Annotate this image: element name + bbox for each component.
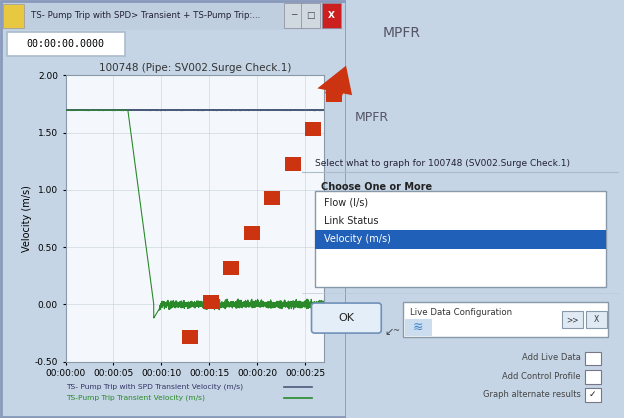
Bar: [562, 311, 583, 328]
Text: ✓: ✓: [589, 390, 597, 399]
Bar: [585, 388, 601, 402]
Text: OK: OK: [338, 313, 354, 323]
Text: Select what to graph for 100748 (SV002.Surge Check.1): Select what to graph for 100748 (SV002.S…: [314, 159, 570, 168]
Text: Flow (l/s): Flow (l/s): [324, 197, 368, 207]
Bar: [585, 370, 601, 384]
Bar: [586, 311, 607, 328]
Text: □: □: [306, 11, 315, 20]
Text: Choose One or More: Choose One or More: [321, 182, 432, 192]
Text: Add Control Profile: Add Control Profile: [502, 372, 581, 381]
Text: X: X: [593, 315, 599, 324]
Bar: [4, 4, 24, 28]
Text: Velocity (m/s): Velocity (m/s): [324, 234, 391, 244]
Bar: [314, 191, 607, 288]
Text: Add Live Data: Add Live Data: [522, 353, 581, 362]
FancyBboxPatch shape: [311, 303, 381, 333]
Text: 00:00:00.0000: 00:00:00.0000: [27, 39, 105, 49]
Text: ~: ~: [392, 326, 399, 335]
Text: Graph alternate results: Graph alternate results: [483, 390, 581, 399]
Text: TS- Pump Trip with SPD Transient Velocity (m/s): TS- Pump Trip with SPD Transient Velocit…: [66, 383, 243, 390]
Text: Link Status: Link Status: [324, 216, 379, 226]
Title: 100748 (Pipe: SV002.Surge Check.1): 100748 (Pipe: SV002.Surge Check.1): [99, 63, 291, 73]
Bar: [404, 302, 608, 337]
Text: X: X: [328, 11, 335, 20]
Bar: [314, 230, 607, 249]
Text: TS- Pump Trip with SPD> Transient + TS-Pump Trip:...: TS- Pump Trip with SPD> Transient + TS-P…: [31, 11, 260, 20]
Bar: [0, 0, 346, 30]
Text: >>: >>: [566, 315, 578, 324]
Text: ≋: ≋: [413, 321, 424, 334]
Y-axis label: Velocity (m/s): Velocity (m/s): [22, 185, 32, 252]
Text: TS-Pump Trip Transient Velocity (m/s): TS-Pump Trip Transient Velocity (m/s): [66, 395, 205, 401]
Text: ↙: ↙: [384, 327, 394, 337]
Text: ─: ─: [291, 11, 296, 20]
Bar: [301, 3, 320, 28]
Bar: [585, 352, 601, 365]
Bar: [284, 3, 303, 28]
Text: Live Data Configuration: Live Data Configuration: [410, 308, 512, 317]
Bar: [405, 319, 432, 336]
Text: MPFR: MPFR: [354, 110, 388, 124]
Text: MPFR: MPFR: [383, 26, 421, 41]
Bar: [322, 3, 341, 28]
FancyBboxPatch shape: [7, 32, 125, 56]
